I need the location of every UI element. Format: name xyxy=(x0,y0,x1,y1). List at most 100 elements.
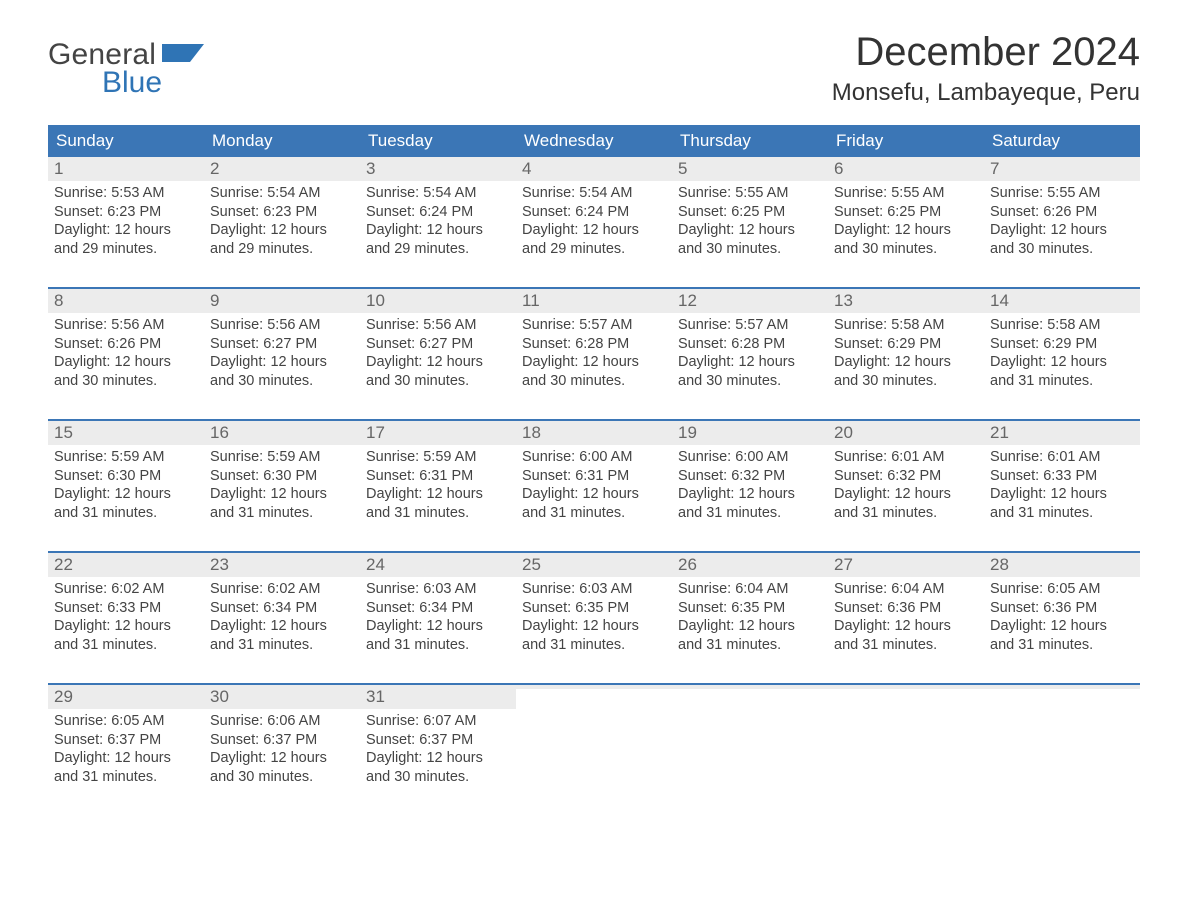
calendar: Sunday Monday Tuesday Wednesday Thursday… xyxy=(48,125,1140,803)
day-cell: 13Sunrise: 5:58 AMSunset: 6:29 PMDayligh… xyxy=(828,289,984,407)
daylight-text-1: Daylight: 12 hours xyxy=(366,221,510,240)
daylight-text-2: and 30 minutes. xyxy=(210,372,354,391)
sunset-text: Sunset: 6:32 PM xyxy=(678,467,822,486)
day-number-bar: 11 xyxy=(516,289,672,313)
day-number: 10 xyxy=(366,291,385,310)
daylight-text-2: and 30 minutes. xyxy=(366,372,510,391)
sunset-text: Sunset: 6:34 PM xyxy=(366,599,510,618)
sunrise-text: Sunrise: 5:55 AM xyxy=(834,184,978,203)
sunset-text: Sunset: 6:26 PM xyxy=(54,335,198,354)
day-number-bar: 29 xyxy=(48,685,204,709)
day-number: 12 xyxy=(678,291,697,310)
day-cell: 6Sunrise: 5:55 AMSunset: 6:25 PMDaylight… xyxy=(828,157,984,275)
sunrise-text: Sunrise: 5:56 AM xyxy=(54,316,198,335)
daylight-text-2: and 31 minutes. xyxy=(990,636,1134,655)
day-number: 8 xyxy=(54,291,63,310)
sunrise-text: Sunrise: 5:56 AM xyxy=(210,316,354,335)
day-body: Sunrise: 5:55 AMSunset: 6:25 PMDaylight:… xyxy=(672,181,828,258)
daylight-text-1: Daylight: 12 hours xyxy=(54,617,198,636)
day-number: 4 xyxy=(522,159,531,178)
daylight-text-1: Daylight: 12 hours xyxy=(522,617,666,636)
sunrise-text: Sunrise: 6:00 AM xyxy=(522,448,666,467)
daylight-text-1: Daylight: 12 hours xyxy=(54,353,198,372)
day-number-bar: 19 xyxy=(672,421,828,445)
sunset-text: Sunset: 6:28 PM xyxy=(678,335,822,354)
day-number-bar xyxy=(828,685,984,689)
day-number-bar: 3 xyxy=(360,157,516,181)
day-body: Sunrise: 6:06 AMSunset: 6:37 PMDaylight:… xyxy=(204,709,360,786)
sunset-text: Sunset: 6:34 PM xyxy=(210,599,354,618)
day-header-tue: Tuesday xyxy=(360,125,516,157)
day-header-sun: Sunday xyxy=(48,125,204,157)
sunrise-text: Sunrise: 5:54 AM xyxy=(366,184,510,203)
day-body: Sunrise: 5:59 AMSunset: 6:30 PMDaylight:… xyxy=(204,445,360,522)
day-header-fri: Friday xyxy=(828,125,984,157)
daylight-text-2: and 30 minutes. xyxy=(522,372,666,391)
day-number: 22 xyxy=(54,555,73,574)
day-number: 1 xyxy=(54,159,63,178)
day-body: Sunrise: 5:56 AMSunset: 6:27 PMDaylight:… xyxy=(360,313,516,390)
day-number-bar: 18 xyxy=(516,421,672,445)
day-cell: 15Sunrise: 5:59 AMSunset: 6:30 PMDayligh… xyxy=(48,421,204,539)
day-number-bar: 21 xyxy=(984,421,1140,445)
day-number-bar xyxy=(984,685,1140,689)
sunrise-text: Sunrise: 5:59 AM xyxy=(366,448,510,467)
day-number: 14 xyxy=(990,291,1009,310)
week-row: 8Sunrise: 5:56 AMSunset: 6:26 PMDaylight… xyxy=(48,287,1140,407)
day-body: Sunrise: 6:03 AMSunset: 6:34 PMDaylight:… xyxy=(360,577,516,654)
daylight-text-1: Daylight: 12 hours xyxy=(210,221,354,240)
day-cell: 7Sunrise: 5:55 AMSunset: 6:26 PMDaylight… xyxy=(984,157,1140,275)
sunset-text: Sunset: 6:31 PM xyxy=(366,467,510,486)
week-row: 22Sunrise: 6:02 AMSunset: 6:33 PMDayligh… xyxy=(48,551,1140,671)
sunset-text: Sunset: 6:28 PM xyxy=(522,335,666,354)
daylight-text-1: Daylight: 12 hours xyxy=(210,617,354,636)
day-number: 17 xyxy=(366,423,385,442)
daylight-text-1: Daylight: 12 hours xyxy=(366,617,510,636)
day-cell: 1Sunrise: 5:53 AMSunset: 6:23 PMDaylight… xyxy=(48,157,204,275)
day-number: 3 xyxy=(366,159,375,178)
daylight-text-1: Daylight: 12 hours xyxy=(366,749,510,768)
day-number: 29 xyxy=(54,687,73,706)
empty-day-cell xyxy=(516,685,672,803)
daylight-text-1: Daylight: 12 hours xyxy=(834,617,978,636)
daylight-text-2: and 30 minutes. xyxy=(678,372,822,391)
day-number: 2 xyxy=(210,159,219,178)
week-row: 15Sunrise: 5:59 AMSunset: 6:30 PMDayligh… xyxy=(48,419,1140,539)
day-body: Sunrise: 6:07 AMSunset: 6:37 PMDaylight:… xyxy=(360,709,516,786)
sunrise-text: Sunrise: 6:07 AM xyxy=(366,712,510,731)
day-body: Sunrise: 6:01 AMSunset: 6:32 PMDaylight:… xyxy=(828,445,984,522)
daylight-text-2: and 30 minutes. xyxy=(834,372,978,391)
day-body: Sunrise: 5:59 AMSunset: 6:30 PMDaylight:… xyxy=(48,445,204,522)
day-body: Sunrise: 5:57 AMSunset: 6:28 PMDaylight:… xyxy=(516,313,672,390)
day-cell: 30Sunrise: 6:06 AMSunset: 6:37 PMDayligh… xyxy=(204,685,360,803)
daylight-text-1: Daylight: 12 hours xyxy=(54,485,198,504)
day-body: Sunrise: 5:58 AMSunset: 6:29 PMDaylight:… xyxy=(984,313,1140,390)
daylight-text-2: and 30 minutes. xyxy=(366,768,510,787)
day-body: Sunrise: 5:54 AMSunset: 6:24 PMDaylight:… xyxy=(516,181,672,258)
day-body: Sunrise: 6:00 AMSunset: 6:31 PMDaylight:… xyxy=(516,445,672,522)
day-number-bar: 8 xyxy=(48,289,204,313)
day-number: 25 xyxy=(522,555,541,574)
daylight-text-1: Daylight: 12 hours xyxy=(210,353,354,372)
day-cell: 18Sunrise: 6:00 AMSunset: 6:31 PMDayligh… xyxy=(516,421,672,539)
day-header-wed: Wednesday xyxy=(516,125,672,157)
day-body: Sunrise: 6:02 AMSunset: 6:34 PMDaylight:… xyxy=(204,577,360,654)
day-body: Sunrise: 6:05 AMSunset: 6:37 PMDaylight:… xyxy=(48,709,204,786)
sunrise-text: Sunrise: 6:00 AM xyxy=(678,448,822,467)
daylight-text-2: and 30 minutes. xyxy=(54,372,198,391)
sunset-text: Sunset: 6:25 PM xyxy=(678,203,822,222)
day-cell: 28Sunrise: 6:05 AMSunset: 6:36 PMDayligh… xyxy=(984,553,1140,671)
day-number-bar: 20 xyxy=(828,421,984,445)
daylight-text-1: Daylight: 12 hours xyxy=(834,353,978,372)
daylight-text-1: Daylight: 12 hours xyxy=(210,749,354,768)
day-number: 9 xyxy=(210,291,219,310)
day-number-bar: 15 xyxy=(48,421,204,445)
day-number: 28 xyxy=(990,555,1009,574)
sunrise-text: Sunrise: 6:04 AM xyxy=(678,580,822,599)
location-subtitle: Monsefu, Lambayeque, Peru xyxy=(832,79,1140,107)
daylight-text-1: Daylight: 12 hours xyxy=(678,485,822,504)
day-cell: 31Sunrise: 6:07 AMSunset: 6:37 PMDayligh… xyxy=(360,685,516,803)
day-number: 7 xyxy=(990,159,999,178)
daylight-text-2: and 31 minutes. xyxy=(678,636,822,655)
sunrise-text: Sunrise: 6:01 AM xyxy=(990,448,1134,467)
